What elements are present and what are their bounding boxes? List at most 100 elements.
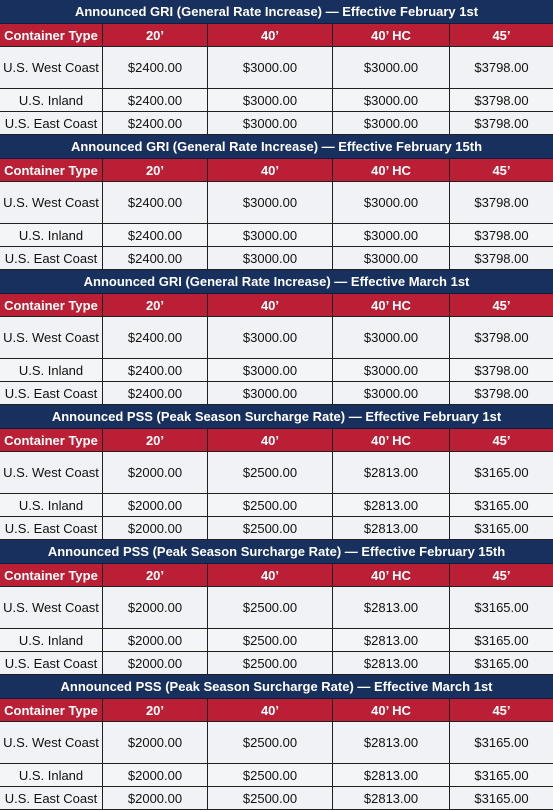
rate-value: $2000.00 — [103, 652, 208, 674]
rate-value: $2813.00 — [333, 587, 450, 628]
rate-value: $2000.00 — [103, 787, 208, 809]
rate-value: $2500.00 — [208, 517, 333, 539]
header-size-column: 20’ — [103, 159, 208, 181]
table-row: U.S. East Coast $2000.00 $2500.00 $2813.00 $… — [0, 517, 553, 540]
region-label: U.S. West Coast — [0, 452, 103, 493]
rate-value: $2813.00 — [333, 517, 450, 539]
header-size-column: 20’ — [103, 429, 208, 451]
rate-value: $2400.00 — [103, 89, 208, 111]
region-label: U.S. Inland — [0, 359, 103, 381]
table-row: U.S. West Coast $2000.00 $2500.00 $2813.00 $… — [0, 722, 553, 764]
rate-value: $3000.00 — [208, 47, 333, 88]
rate-value: $2500.00 — [208, 494, 333, 516]
rate-value: $3000.00 — [333, 89, 450, 111]
region-label: U.S. East Coast — [0, 112, 103, 134]
rate-value: $2400.00 — [103, 112, 208, 134]
region-label: U.S. East Coast — [0, 787, 103, 809]
rate-value: $3000.00 — [208, 224, 333, 246]
rate-value: $2813.00 — [333, 787, 450, 809]
header-size-column: 20’ — [103, 564, 208, 586]
header-size-column: 40’ — [208, 294, 333, 316]
rate-value: $3165.00 — [450, 494, 553, 516]
table-row: U.S. East Coast $2000.00 $2500.00 $2813.00 $… — [0, 652, 553, 675]
header-size-column: 40’ HC — [333, 699, 450, 721]
rate-value: $2000.00 — [103, 452, 208, 493]
table-row: U.S. Inland $2000.00 $2500.00 $2813.00 $3165… — [0, 494, 553, 517]
header-size-column: 40’ HC — [333, 24, 450, 46]
table-row: U.S. East Coast $2400.00 $3000.00 $3000.00 $… — [0, 112, 553, 135]
rate-section: Announced PSS (Peak Season Surcharge Rat… — [0, 405, 553, 540]
rate-value: $2813.00 — [333, 652, 450, 674]
rate-value: $2400.00 — [103, 317, 208, 358]
region-label: U.S. East Coast — [0, 652, 103, 674]
section-title: Announced PSS (Peak Season Surcharge Rat… — [0, 540, 553, 564]
header-size-column: 40’ HC — [333, 564, 450, 586]
rate-value: $3798.00 — [450, 47, 553, 88]
rate-value: $2000.00 — [103, 722, 208, 763]
rate-value: $3165.00 — [450, 452, 553, 493]
header-size-column: 20’ — [103, 294, 208, 316]
header-size-column: 40’ — [208, 159, 333, 181]
header-container-type: Container Type — [0, 564, 103, 586]
header-size-column: 40’ — [208, 24, 333, 46]
rate-section: Announced PSS (Peak Season Surcharge Rat… — [0, 675, 553, 810]
rate-value: $3165.00 — [450, 787, 553, 809]
rate-value: $3798.00 — [450, 317, 553, 358]
header-size-column: 45’ — [450, 294, 553, 316]
section-title: Announced PSS (Peak Season Surcharge Rat… — [0, 675, 553, 699]
header-container-type: Container Type — [0, 429, 103, 451]
rate-value: $2500.00 — [208, 652, 333, 674]
rate-value: $3798.00 — [450, 89, 553, 111]
rate-value: $3000.00 — [208, 317, 333, 358]
header-row: Container Type 20’ 40’ 40’ HC 45’ — [0, 564, 553, 587]
header-size-column: 45’ — [450, 699, 553, 721]
table-row: U.S. Inland $2400.00 $3000.00 $3000.00 $3798… — [0, 89, 553, 112]
rate-value: $3000.00 — [333, 47, 450, 88]
rate-value: $3000.00 — [333, 112, 450, 134]
region-label: U.S. West Coast — [0, 182, 103, 223]
header-row: Container Type 20’ 40’ 40’ HC 45’ — [0, 24, 553, 47]
rate-value: $3000.00 — [208, 247, 333, 269]
rate-value: $3000.00 — [333, 247, 450, 269]
header-size-column: 40’ HC — [333, 429, 450, 451]
header-size-column: 40’ HC — [333, 159, 450, 181]
rate-value: $3000.00 — [208, 359, 333, 381]
table-row: U.S. East Coast $2000.00 $2500.00 $2813.00 $… — [0, 787, 553, 810]
rate-value: $3000.00 — [333, 382, 450, 404]
rate-value: $3798.00 — [450, 359, 553, 381]
region-label: U.S. Inland — [0, 764, 103, 786]
region-label: U.S. Inland — [0, 494, 103, 516]
rate-value: $2500.00 — [208, 722, 333, 763]
rate-value: $2400.00 — [103, 182, 208, 223]
rate-value: $2500.00 — [208, 587, 333, 628]
rate-value: $2500.00 — [208, 764, 333, 786]
rate-value: $2400.00 — [103, 224, 208, 246]
rate-section: Announced GRI (General Rate Increase) — … — [0, 135, 553, 270]
region-label: U.S. West Coast — [0, 317, 103, 358]
rate-value: $2813.00 — [333, 764, 450, 786]
rate-value: $2000.00 — [103, 629, 208, 651]
header-container-type: Container Type — [0, 159, 103, 181]
header-size-column: 45’ — [450, 564, 553, 586]
section-title: Announced PSS (Peak Season Surcharge Rat… — [0, 405, 553, 429]
section-title: Announced GRI (General Rate Increase) — … — [0, 0, 553, 24]
region-label: U.S. Inland — [0, 89, 103, 111]
region-label: U.S. West Coast — [0, 47, 103, 88]
header-size-column: 45’ — [450, 429, 553, 451]
rate-value: $2500.00 — [208, 452, 333, 493]
rate-value: $3165.00 — [450, 629, 553, 651]
header-size-column: 45’ — [450, 24, 553, 46]
rate-value: $3798.00 — [450, 112, 553, 134]
region-label: U.S. West Coast — [0, 587, 103, 628]
header-size-column: 40’ — [208, 699, 333, 721]
region-label: U.S. East Coast — [0, 247, 103, 269]
rate-value: $2500.00 — [208, 629, 333, 651]
rate-value: $3165.00 — [450, 517, 553, 539]
table-row: U.S. East Coast $2400.00 $3000.00 $3000.00 $… — [0, 247, 553, 270]
region-label: U.S. West Coast — [0, 722, 103, 763]
rate-value: $2000.00 — [103, 587, 208, 628]
header-size-column: 40’ HC — [333, 294, 450, 316]
rate-value: $3000.00 — [208, 112, 333, 134]
rate-value: $2400.00 — [103, 359, 208, 381]
